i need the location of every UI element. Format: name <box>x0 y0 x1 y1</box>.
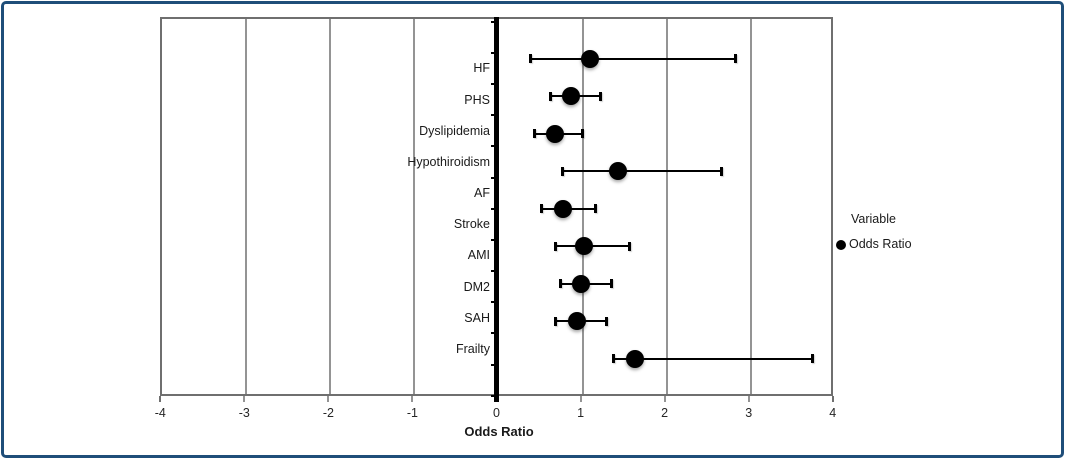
category-label: AMI <box>467 248 490 263</box>
x-gridline <box>665 19 668 394</box>
legend: Variable Odds Ratio <box>836 211 976 253</box>
x-axis-title: Odds Ratio <box>464 424 534 439</box>
y-axis-tick-mark <box>490 238 498 241</box>
category-label: Frailty <box>455 341 490 356</box>
x-axis-tick-mark <box>159 396 162 402</box>
legend-title: Variable <box>851 212 896 226</box>
ci-cap-right <box>719 166 723 176</box>
ci-cap-left <box>529 54 533 63</box>
odds-ratio-marker <box>580 49 599 68</box>
odds-ratio-marker <box>562 87 581 106</box>
category-label: Dyslipidemia <box>419 123 490 138</box>
ci-cap-left <box>554 241 558 251</box>
odds-ratio-marker <box>626 349 645 368</box>
x-tick-label: 2 <box>661 405 669 420</box>
y-axis-tick-mark <box>490 145 498 148</box>
y-axis-tick-mark <box>490 332 498 335</box>
x-axis-tick-mark <box>747 396 750 402</box>
x-tick-label: -3 <box>238 405 250 420</box>
odds-ratio-marker <box>571 274 590 293</box>
x-tick-label: -4 <box>154 405 166 420</box>
category-label: SAH <box>464 310 490 325</box>
y-axis-tick-mark <box>490 20 498 23</box>
y-axis-tick-mark <box>490 394 498 397</box>
ci-cap-left <box>558 279 562 289</box>
y-axis-tick-mark <box>490 207 498 210</box>
y-axis-tick-mark <box>490 51 498 54</box>
ci-cap-right <box>605 316 609 326</box>
x-gridline <box>749 19 752 394</box>
ci-cap-right <box>593 204 597 214</box>
x-axis-tick-mark <box>327 396 330 402</box>
odds-ratio-legend-marker-icon <box>836 239 846 250</box>
odds-ratio-marker <box>546 124 565 143</box>
x-tick-label: 1 <box>577 405 585 420</box>
x-axis-tick-mark <box>243 396 246 402</box>
y-axis-tick-mark <box>490 301 498 304</box>
odds-ratio-marker <box>553 199 572 218</box>
ci-line <box>612 357 813 360</box>
odds-ratio-marker <box>609 162 628 181</box>
x-tick-label: 0 <box>493 405 500 420</box>
category-label: DM2 <box>463 279 490 294</box>
y-axis-tick-mark <box>490 363 498 366</box>
x-tick-label: -1 <box>406 405 418 420</box>
ci-cap-left <box>549 91 553 101</box>
category-label: AF <box>474 186 490 201</box>
x-gridline <box>413 19 416 394</box>
category-label: Hypothiroidism <box>407 154 490 169</box>
x-gridline <box>581 19 584 394</box>
x-tick-label: -2 <box>322 405 334 420</box>
legend-entry-label: Odds Ratio <box>849 237 912 251</box>
x-axis-tick-mark <box>831 396 834 402</box>
x-gridline <box>329 19 332 394</box>
ci-line <box>562 170 722 173</box>
category-label: Stroke <box>453 217 490 232</box>
ci-cap-left <box>611 354 615 364</box>
x-tick-label: 4 <box>829 405 837 420</box>
ci-cap-left <box>553 316 557 326</box>
y-axis-tick-mark <box>490 114 498 117</box>
ci-cap-right <box>628 241 632 251</box>
x-axis-tick-mark <box>579 396 582 402</box>
odds-ratio-marker <box>574 237 593 256</box>
x-gridline <box>245 19 248 394</box>
ci-cap-right <box>734 54 738 63</box>
ci-cap-right <box>810 354 814 364</box>
legend-entry: Odds Ratio <box>836 236 976 253</box>
x-axis-tick-mark <box>663 396 666 402</box>
category-label: PHS <box>464 92 490 107</box>
ci-cap-left <box>561 166 565 176</box>
y-axis-tick-mark <box>490 83 498 86</box>
y-axis-tick-mark <box>490 176 498 179</box>
x-axis-tick-mark <box>411 396 414 402</box>
x-tick-label: 3 <box>745 405 753 420</box>
ci-cap-left <box>540 204 544 214</box>
ci-cap-right <box>598 91 602 101</box>
y-axis-tick-mark <box>490 270 498 273</box>
ci-line <box>530 57 737 60</box>
ci-cap-right <box>581 129 585 139</box>
odds-ratio-marker <box>568 312 587 331</box>
ci-cap-right <box>609 279 613 289</box>
category-label: HF <box>473 61 490 76</box>
ci-cap-left <box>533 129 537 139</box>
